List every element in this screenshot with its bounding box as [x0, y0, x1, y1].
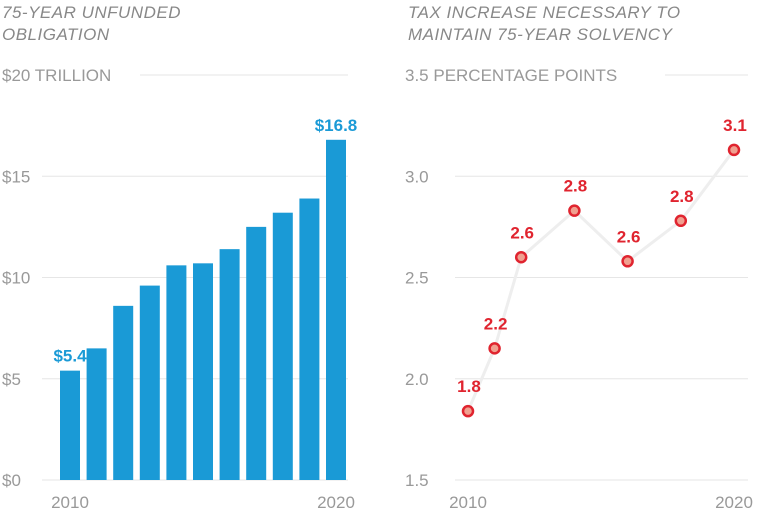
- left-y-tick-label: $15: [2, 167, 30, 186]
- right-unit-label: 3.5 PERCENTAGE POINTS: [405, 66, 617, 85]
- right-y-tick-label: 2.5: [405, 269, 429, 288]
- bar-2016: [219, 249, 240, 480]
- bar-2017: [246, 226, 267, 480]
- left-x-tick-label: 2020: [317, 493, 355, 512]
- point-2010: [461, 404, 475, 418]
- left-x-tick-label: 2010: [51, 493, 89, 512]
- bar-2012: [113, 305, 134, 480]
- point-2016: [621, 255, 634, 268]
- right-y-tick-label: 2.0: [405, 370, 429, 389]
- left-y-tick-label: $5: [2, 370, 21, 389]
- right-x-tick-label: 2010: [449, 493, 487, 512]
- point-2011: [488, 342, 501, 355]
- right-x-tick-label: 2020: [715, 493, 753, 512]
- bar-2020: [326, 139, 346, 481]
- left-y-tick-label: $10: [2, 269, 30, 288]
- left-chart-title: 75-year unfunded obligation: [2, 3, 181, 44]
- point-2020: [727, 143, 741, 157]
- series-line: [466, 149, 736, 412]
- right-y-tick-label: 3.0: [405, 167, 429, 186]
- right-y-tick-label: 1.5: [405, 471, 429, 490]
- bar-data-label: $5.4: [53, 347, 87, 366]
- right-chart-title: Tax increase necessary to maintain 75-ye…: [408, 3, 681, 44]
- bar-2019: [299, 198, 320, 480]
- bar-2018: [272, 212, 293, 480]
- point-data-label: 2.6: [510, 223, 534, 242]
- point-data-label: 3.1: [723, 116, 747, 135]
- point-data-label: 2.8: [670, 187, 694, 206]
- point-2018: [674, 214, 688, 228]
- bar-2014: [166, 265, 187, 480]
- left-y-tick-label: $0: [2, 471, 21, 490]
- bar-data-label: $16.8: [315, 116, 358, 135]
- point-data-label: 1.8: [457, 377, 481, 396]
- bar-2011: [86, 348, 107, 480]
- left-unit-label: $20 TRILLION: [2, 66, 111, 85]
- bar-2010: [60, 370, 80, 480]
- bar-2013: [139, 285, 160, 480]
- bar-2015: [193, 263, 213, 480]
- point-2014: [568, 204, 581, 217]
- point-data-label: 2.6: [617, 227, 641, 246]
- point-2012: [514, 251, 528, 264]
- point-data-label: 2.2: [484, 314, 508, 333]
- point-data-label: 2.8: [564, 177, 588, 196]
